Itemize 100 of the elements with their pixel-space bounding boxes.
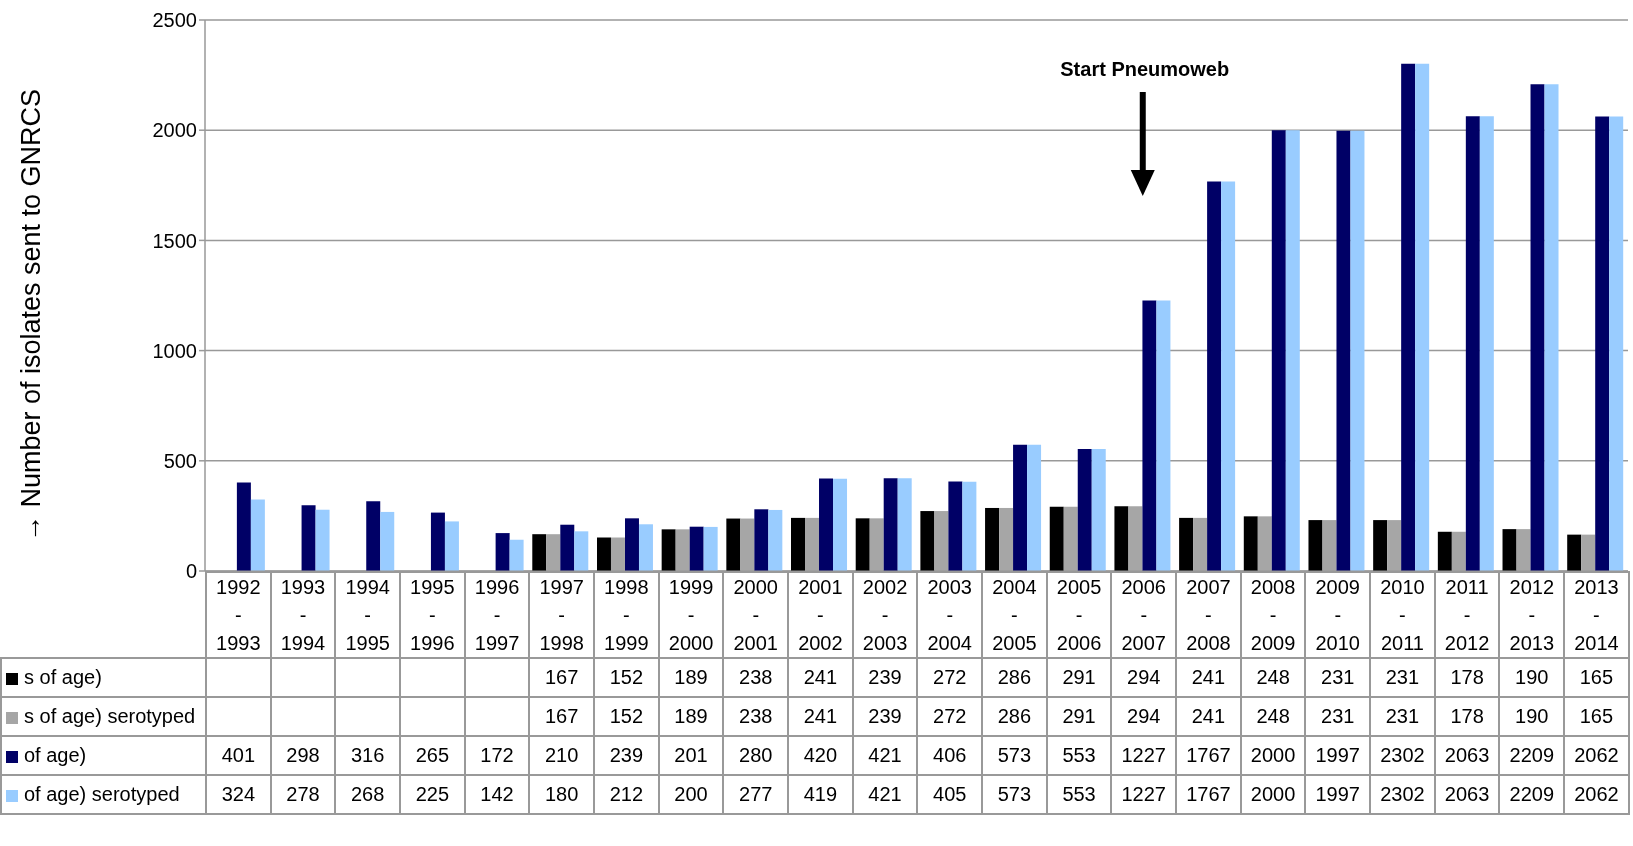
data-label: 2000 [1240, 775, 1306, 814]
data-label: 239 [852, 658, 918, 697]
annotation: Start Pneumoweb [1060, 58, 1230, 80]
y-tick-label: 1500 [152, 229, 197, 252]
y-axis-title: → Number of isolates sent to GNRCS [16, 88, 46, 543]
data-label: 277 [723, 775, 789, 814]
data-label: 553 [1046, 775, 1112, 814]
data-label: 231 [1305, 658, 1371, 697]
data-label: 553 [1046, 736, 1112, 775]
data-label: 2063 [1434, 775, 1500, 814]
data-label: 316 [335, 736, 401, 775]
x-tick-label: 2005-2006 [1046, 572, 1112, 658]
x-tick-label: 2002-2003 [852, 572, 918, 658]
data-label: 573 [982, 775, 1047, 814]
data-label: 231 [1370, 697, 1435, 736]
data-label: 1997 [1305, 736, 1371, 775]
data-label: 1227 [1111, 775, 1177, 814]
x-tick-label: 1995-1996 [400, 572, 465, 658]
data-label: 2302 [1370, 775, 1435, 814]
x-tick-label: 1997-1998 [529, 572, 595, 658]
data-label: 167 [529, 697, 595, 736]
data-label: 212 [594, 775, 659, 814]
x-tick-label: 2010-2011 [1370, 572, 1435, 658]
legend-label: of age) [24, 744, 87, 766]
data-label: 2062 [1564, 736, 1629, 775]
data-label: 142 [464, 775, 530, 814]
data-label: 406 [917, 736, 983, 775]
x-tick-label: 1999-2000 [658, 572, 724, 658]
data-label: 294 [1111, 697, 1177, 736]
data-label: 419 [788, 775, 853, 814]
data-label: 241 [1176, 658, 1241, 697]
data-label: 231 [1305, 697, 1371, 736]
data-label: 225 [400, 775, 465, 814]
data-label: 152 [594, 697, 659, 736]
data-label: 189 [658, 697, 724, 736]
data-label: 286 [982, 697, 1047, 736]
data-label: 421 [852, 775, 918, 814]
data-label: 241 [788, 697, 853, 736]
data-label: 286 [982, 658, 1047, 697]
data-label: 1767 [1176, 736, 1241, 775]
data-label: 238 [723, 658, 789, 697]
x-tick-label: 1996-1997 [464, 572, 530, 658]
data-label: 178 [1434, 697, 1500, 736]
y-tick-label: 2500 [152, 9, 197, 32]
data-label: 180 [529, 775, 595, 814]
x-tick-label: 1993-1994 [270, 572, 336, 658]
data-label: 265 [400, 736, 465, 775]
data-label: 1997 [1305, 775, 1371, 814]
x-tick-label: 2001-2002 [788, 572, 853, 658]
data-label: 178 [1434, 658, 1500, 697]
data-label: 200 [658, 775, 724, 814]
data-label: 294 [1111, 658, 1177, 697]
data-label: 324 [206, 775, 271, 814]
data-label: 421 [852, 736, 918, 775]
data-label: 298 [270, 736, 336, 775]
data-label: 1767 [1176, 775, 1241, 814]
data-label: 248 [1240, 697, 1306, 736]
data-label: 248 [1240, 658, 1306, 697]
x-tick-label: 2008-2009 [1240, 572, 1306, 658]
data-label: 2209 [1499, 736, 1565, 775]
data-label: 190 [1499, 697, 1565, 736]
data-label: 238 [723, 697, 789, 736]
y-tick-label: 1000 [152, 339, 197, 362]
data-label: 2000 [1240, 736, 1306, 775]
x-tick-label: 2003-2004 [917, 572, 983, 658]
data-label: 2062 [1564, 775, 1629, 814]
legend-label: s of age) [24, 666, 102, 688]
data-label: 241 [1176, 697, 1241, 736]
data-label: 165 [1564, 658, 1629, 697]
x-tick-label: 2006-2007 [1111, 572, 1177, 658]
data-label: 272 [917, 697, 983, 736]
data-label: 401 [206, 736, 271, 775]
data-label: 210 [529, 736, 595, 775]
legend-label: s of age) serotyped [24, 705, 196, 727]
x-tick-label: 1994-1995 [335, 572, 401, 658]
data-label: 189 [658, 658, 724, 697]
x-tick-label: 2009-2010 [1305, 572, 1371, 658]
data-label: 2063 [1434, 736, 1500, 775]
data-label: 405 [917, 775, 983, 814]
data-label: 241 [788, 658, 853, 697]
data-label: 167 [529, 658, 595, 697]
data-label: 172 [464, 736, 530, 775]
x-tick-label: 2013-2014 [1564, 572, 1629, 658]
data-label: 291 [1046, 658, 1112, 697]
y-tick-label: 0 [185, 560, 197, 583]
data-label: 280 [723, 736, 789, 775]
data-label: 239 [594, 736, 659, 775]
x-tick-label: 2000-2001 [723, 572, 789, 658]
x-tick-label: 1998-1999 [594, 572, 659, 658]
x-tick-label: 2004-2005 [982, 572, 1047, 658]
legend-label: of age) serotyped [24, 783, 180, 805]
x-tick-label: 1992-1993 [206, 572, 271, 658]
data-label: 239 [852, 697, 918, 736]
data-label: 231 [1370, 658, 1435, 697]
y-tick-label: 2000 [152, 119, 197, 142]
y-tick-label: 500 [163, 449, 197, 472]
data-label: 272 [917, 658, 983, 697]
x-tick-label: 2007-2008 [1176, 572, 1241, 658]
data-label: 152 [594, 658, 659, 697]
data-label: 165 [1564, 697, 1629, 736]
